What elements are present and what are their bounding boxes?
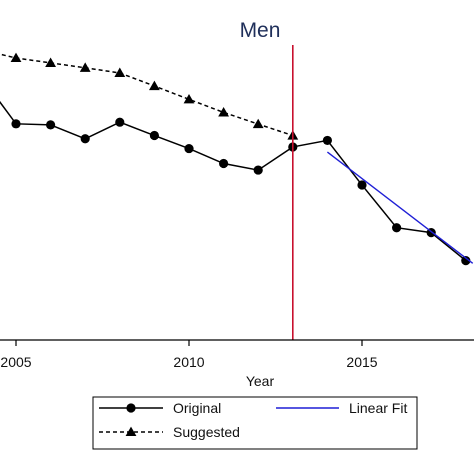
suggested-point <box>45 57 56 67</box>
x-axis-title: Year <box>246 373 275 389</box>
original-point <box>46 120 56 130</box>
original-point <box>80 134 90 144</box>
suggested-point <box>149 80 160 91</box>
legend-linear-fit-label: Linear Fit <box>349 400 407 416</box>
chart-title: Men <box>240 19 281 42</box>
legend-original-label: Original <box>173 400 221 416</box>
suggested-point <box>79 62 91 72</box>
suggested-point <box>218 107 229 117</box>
legend: Original Linear Fit Suggested <box>92 396 418 450</box>
suggested-point <box>183 93 195 104</box>
original-point <box>149 130 159 141</box>
suggested-point <box>10 52 22 63</box>
suggested-line <box>0 53 294 137</box>
original-point <box>11 119 21 129</box>
original-point <box>219 158 229 169</box>
legend-suggested-label: Suggested <box>173 424 240 440</box>
original-point <box>461 256 471 266</box>
x-tick-label: 2010 <box>173 354 204 370</box>
original-point <box>184 143 194 154</box>
original-point <box>115 117 125 127</box>
linear-fit-line <box>326 151 474 264</box>
legend-items: Original Linear Fit Suggested <box>99 400 407 440</box>
x-tick-label: 2015 <box>346 354 377 370</box>
original-point <box>357 180 367 190</box>
plot-area <box>0 45 474 340</box>
x-axis: 2005 2010 2015 <box>0 339 474 370</box>
suggested-point <box>114 67 126 78</box>
legend-original-marker <box>126 403 136 413</box>
series-group <box>0 52 474 266</box>
suggested-point <box>252 118 264 129</box>
original-point <box>253 165 263 175</box>
legend-box <box>92 396 418 450</box>
legend-suggested-marker <box>125 426 137 437</box>
x-tick-label: 2005 <box>0 354 31 370</box>
original-point <box>322 135 332 146</box>
original-point <box>392 223 402 233</box>
original-line <box>0 100 467 262</box>
